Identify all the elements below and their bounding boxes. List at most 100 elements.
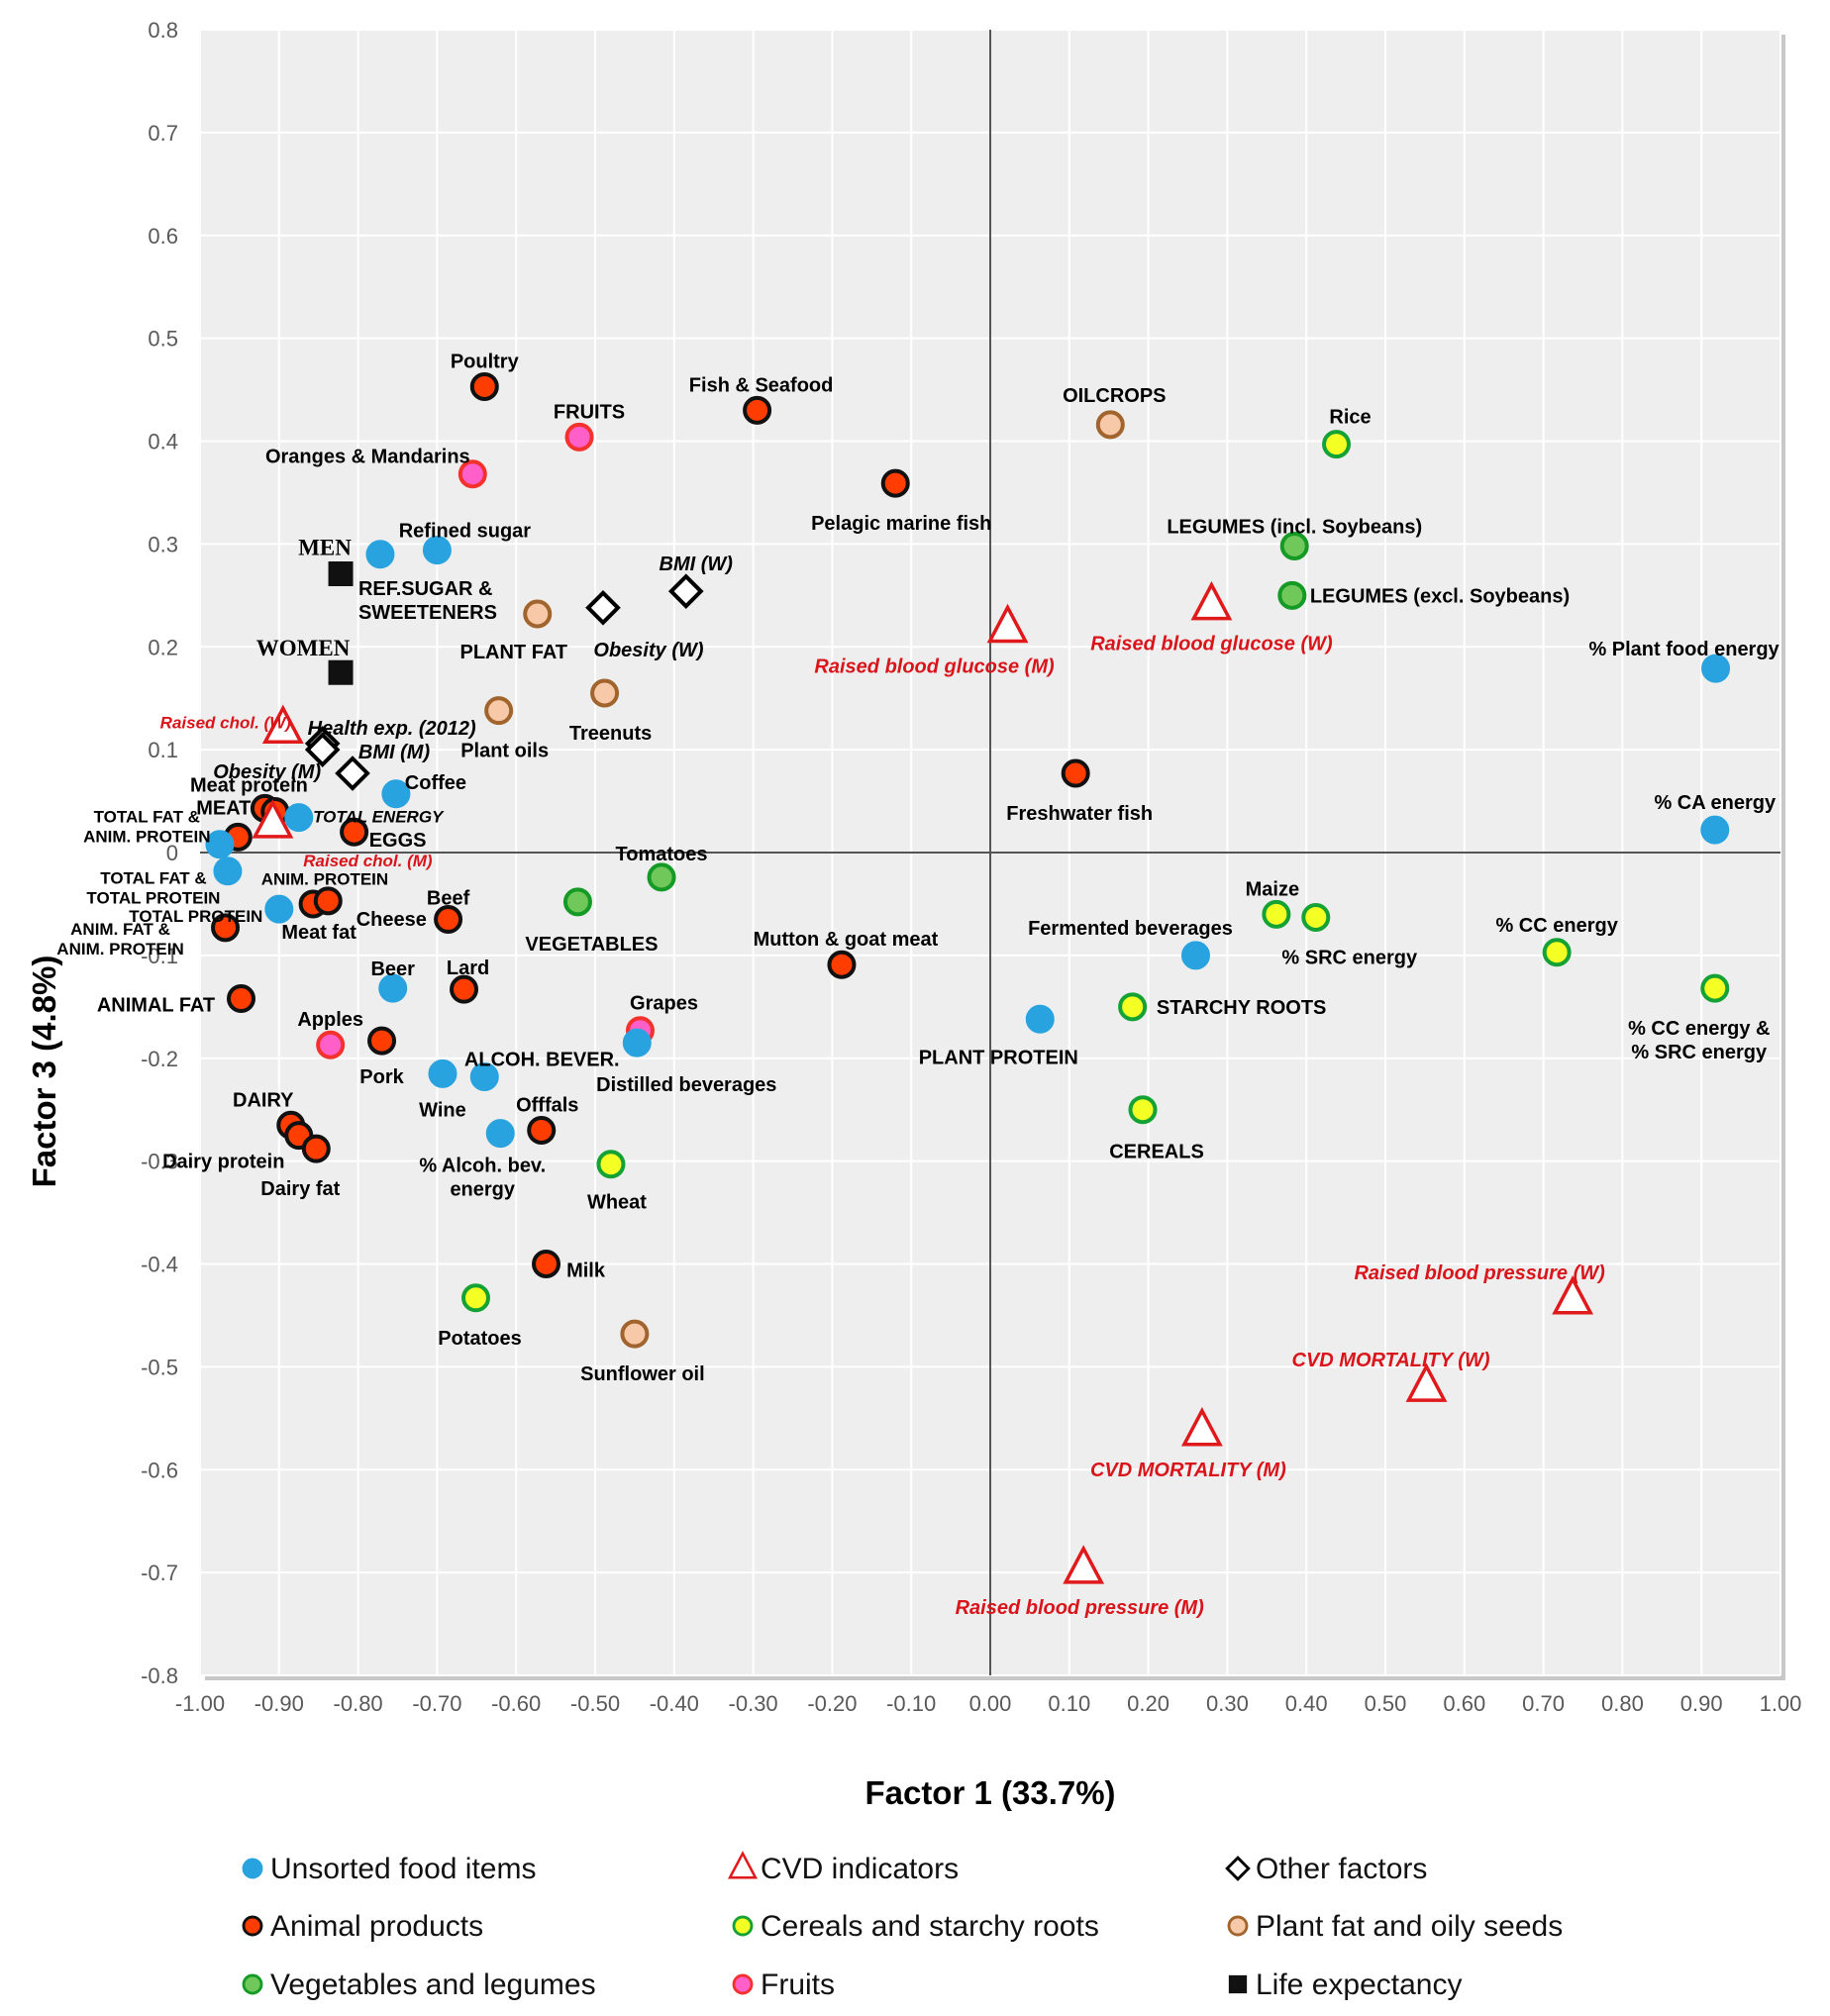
point-ca-energy [1700,815,1730,845]
point-sunflower-oil [620,1319,650,1349]
y-tick-label: -0.4 [141,1253,178,1277]
point-cvd-mortality-m [1180,1406,1223,1447]
point-bmi-w [667,573,704,609]
y-tick-label: 0.3 [148,532,178,556]
label-offfals: Offfals [516,1094,578,1116]
x-tick-label: -0.20 [807,1691,857,1716]
label-meat-fat: Meat fat [281,922,356,944]
label-fruits: FRUITS [554,401,625,423]
x-tick-label: -0.40 [650,1691,699,1716]
legend-label-vegleg: Vegetables and legumes [270,1968,596,2001]
label-alcoh-bev-energy: % Alcoh. bev. energy [419,1156,546,1201]
label-bmi-m: BMI (M) [358,742,431,763]
y-tick-label: -0.7 [141,1561,178,1585]
x-tick-label: 0.90 [1680,1691,1723,1716]
legend-label-fruit: Fruits [761,1968,835,2001]
y-tick-label: 0.4 [148,430,178,454]
label-grapes: Grapes [630,993,698,1015]
x-tick-label: -0.90 [254,1691,304,1716]
x-tick-label: 0.40 [1285,1691,1328,1716]
x-tick-label: 0.50 [1365,1691,1407,1716]
x-tick-label: 0.70 [1522,1691,1565,1716]
y-tick-label: -0.1 [141,944,178,968]
label-ca-energy: % CA energy [1654,792,1777,814]
label-cc-energy: % CC energy [1495,915,1618,937]
point-total-fat-total-protein [213,857,243,886]
point-wheat [596,1150,626,1179]
label-milk: Milk [566,1260,606,1282]
label-rice: Rice [1329,407,1371,429]
x-tick-label: -1.00 [175,1691,225,1716]
label-raised-blood-pressure-m: Raised blood pressure (M) [956,1597,1204,1619]
point-anim-fat-anim-protein [211,913,241,943]
point-plant-fat [523,599,553,629]
x-tick-label: 0.00 [969,1691,1012,1716]
label-health-exp-2012: Health exp. (2012) [308,718,476,740]
label-ref-sugar-sweeteners: REF.SUGAR & SWEETENERS [358,578,497,624]
label-apples: Apples [297,1009,363,1031]
point-treenuts [590,678,620,708]
label-potatoes: Potatoes [438,1328,521,1350]
label-beef: Beef [427,888,470,910]
y-tick-label: 0.1 [148,738,178,762]
label-alcoh-bever: ALCOH. BEVER. [464,1049,620,1070]
legend-label-unsorted: Unsorted food items [270,1853,536,1885]
point-vegetables [562,887,592,917]
label-treenuts: Treenuts [569,723,652,745]
point-ref-sugar-sweeteners [365,540,395,569]
point-rice [1322,430,1352,459]
point-tomatoes [647,862,676,892]
label-lard: Lard [447,958,489,979]
x-tick-label: 0.30 [1206,1691,1249,1716]
label-anim-fat-anim-protein: ANIM. FAT & ANIM. PROTEIN [56,920,183,958]
point-raised-chol-w [261,704,304,745]
label-distilled-beverages: Distilled beverages [596,1074,776,1096]
point-fish-seafood [743,395,772,425]
label-sunflower-oil: Sunflower oil [580,1363,705,1385]
label-cc-energy-src-energy: % CC energy &% SRC energy [1628,1018,1770,1063]
label-maize: Maize [1246,878,1299,900]
y-tick-label: -0.6 [141,1458,178,1482]
y-tick-label: -0.2 [141,1047,178,1071]
label-bmi-w: BMI (W) [660,554,734,575]
point-alcoh-bever [469,1061,499,1091]
label-oranges-mandarins: Oranges & Mandarins [265,447,470,468]
label-cvd-mortality-m: CVD MORTALITY (M) [1090,1460,1286,1481]
label-vegetables: VEGETABLES [525,934,658,956]
point-pork [367,1026,397,1056]
point-raised-blood-glucose-m [986,603,1029,644]
point-eggs [340,817,369,847]
x-tick-label: -0.60 [491,1691,541,1716]
label-mutton-goat-meat: Mutton & goat meat [754,929,939,951]
y-tick-label: -0.8 [141,1663,178,1688]
label-beer: Beer [370,958,415,980]
label-total-energy: TOTAL ENERGY [313,808,445,827]
point-lard [450,974,479,1004]
label-fermented-beverages: Fermented beverages [1028,918,1233,940]
label-men: MEN [298,535,352,559]
label-legumes-incl-soybeans: LEGUMES (incl. Soybeans) [1167,516,1422,538]
point-total-energy [284,803,314,833]
point-alcoh-bev-energy [485,1119,515,1149]
point-freshwater-fish [1061,758,1090,788]
label-dairy: DAIRY [233,1089,294,1111]
y-tick-label: -0.3 [141,1150,178,1174]
legend-label-life: Life expectancy [1256,1968,1462,2001]
point-wine [428,1058,458,1088]
label-pork: Pork [359,1066,404,1088]
point-poultry [469,371,499,401]
y-tick-label: 0.2 [148,635,178,659]
label-plant-food-energy: % Plant food energy [1588,639,1779,660]
y-tick-label: 0 [166,841,178,865]
label-women: WOMEN [256,636,351,660]
y-tick-label: 0.5 [148,327,178,352]
label-cereals: CEREALS [1109,1142,1204,1163]
label-plant-fat: PLANT FAT [459,642,567,663]
label-anim-protein: ANIM. PROTEIN [261,870,388,889]
label-meat: MEAT [196,797,251,819]
legend-marker-cereal [732,1915,754,1937]
legend-label-cereal: Cereals and starchy roots [761,1910,1099,1943]
point-plant-food-energy [1701,654,1731,683]
label-cheese: Cheese [356,909,427,931]
